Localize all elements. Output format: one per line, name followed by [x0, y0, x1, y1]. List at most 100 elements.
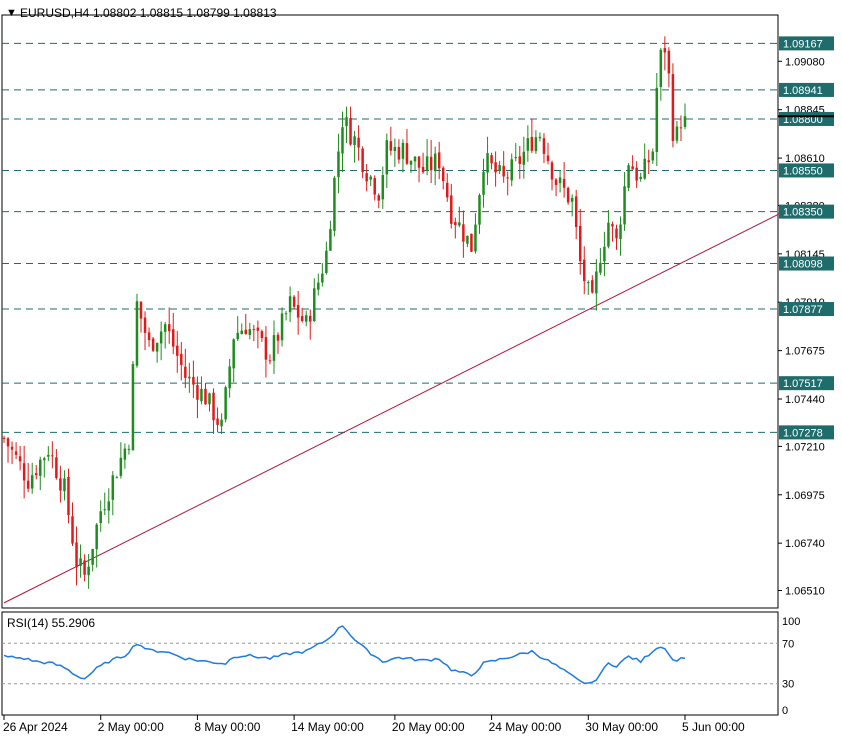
level-label-box [779, 36, 834, 51]
candle-body [143, 317, 147, 333]
candle-body [71, 516, 74, 544]
candle-body [341, 127, 344, 154]
candle-body [578, 225, 582, 262]
candle-body [196, 385, 199, 400]
candle-body [313, 288, 316, 322]
level-label-box [779, 302, 834, 317]
candle-body [381, 175, 385, 200]
candle-body [123, 448, 127, 460]
candle-body [184, 366, 187, 378]
candle-body [591, 280, 594, 293]
level-label-text: 1.07877 [783, 304, 823, 316]
rsi-tick-label: 0 [782, 705, 788, 717]
candle-body [550, 162, 554, 180]
candle-body [59, 478, 62, 491]
candle-body [458, 222, 461, 226]
candle-body [450, 195, 453, 224]
rsi-tick-label: 30 [782, 679, 794, 691]
candle-body [619, 224, 622, 240]
candle-body [83, 560, 86, 575]
candle-body [518, 156, 522, 164]
candle-body [514, 157, 518, 159]
candle-body [244, 329, 248, 335]
candle-body [599, 262, 602, 273]
candle-body [79, 558, 82, 566]
rsi-tick-label: 70 [782, 638, 794, 650]
ohlc-readout: 1.08802 1.08815 1.08799 1.08813 [93, 6, 277, 20]
candle-body [441, 167, 445, 182]
candle-body [482, 171, 485, 195]
candle-body [558, 177, 562, 184]
rsi-label: RSI(14) 55.2906 [7, 616, 95, 630]
candle-body [204, 388, 207, 405]
candle-body [103, 509, 106, 511]
price-tick-label: 1.08610 [785, 153, 825, 165]
candle-body [562, 178, 566, 188]
candle-body [494, 162, 497, 173]
candle-body [95, 524, 98, 550]
candle-body [111, 475, 115, 500]
candle-body [365, 173, 368, 182]
candle-body [627, 165, 630, 188]
candle-body [159, 331, 163, 344]
candle-body [409, 160, 413, 165]
candle-body [232, 339, 235, 369]
candle-body [595, 271, 598, 294]
candle-body [18, 456, 22, 462]
candle-body [317, 282, 320, 290]
candle-body [635, 167, 638, 181]
candle-body [99, 511, 102, 524]
candle-body [236, 332, 239, 340]
candle-body [39, 459, 42, 476]
candle-body [264, 337, 268, 360]
candle-body [466, 235, 469, 244]
level-label-box [779, 256, 834, 271]
level-label-box [779, 82, 834, 97]
candle-body [216, 418, 219, 425]
candle-body [397, 147, 401, 160]
candle-body [87, 566, 90, 576]
candle-body [321, 273, 324, 283]
level-label-text: 1.07517 [783, 378, 823, 390]
candle-body [377, 195, 381, 201]
candle-body [139, 301, 143, 319]
candle-body [643, 158, 646, 179]
candle-body [337, 151, 340, 178]
rsi-line[interactable] [3, 625, 686, 684]
candle-body [127, 448, 131, 450]
candles [2, 36, 687, 589]
level-label-text: 1.09167 [783, 38, 823, 50]
rsi-indicator: 100 70 30 0 [2, 616, 800, 717]
level-label-box [779, 425, 834, 440]
candle-body [224, 387, 227, 420]
candle-body [147, 332, 151, 341]
candle-body [304, 315, 308, 322]
candle-body [248, 329, 252, 336]
candle-body [268, 360, 272, 362]
price-tick-label: 1.06740 [785, 538, 825, 550]
trendline[interactable] [3, 210, 786, 604]
chart-menu-icon[interactable]: ▼ [6, 7, 17, 19]
candle-body [405, 143, 409, 164]
candle-body [163, 324, 167, 332]
candle-body [615, 228, 618, 239]
main-chart-frame [1, 14, 779, 609]
candle-body [417, 156, 421, 168]
candle-body [659, 49, 663, 88]
candle-body [280, 313, 284, 341]
candle-body [502, 165, 505, 177]
candle-body [131, 364, 135, 451]
candle-body [67, 476, 70, 516]
candle-body [22, 463, 26, 481]
candle-body [353, 136, 356, 146]
candle-body [587, 282, 590, 284]
candle-body [538, 136, 542, 139]
candle-body [651, 151, 655, 161]
candle-body [14, 451, 18, 455]
candle-body [421, 166, 425, 173]
candle-body [478, 195, 481, 225]
candle-body [47, 454, 50, 457]
candle-body [663, 48, 667, 53]
